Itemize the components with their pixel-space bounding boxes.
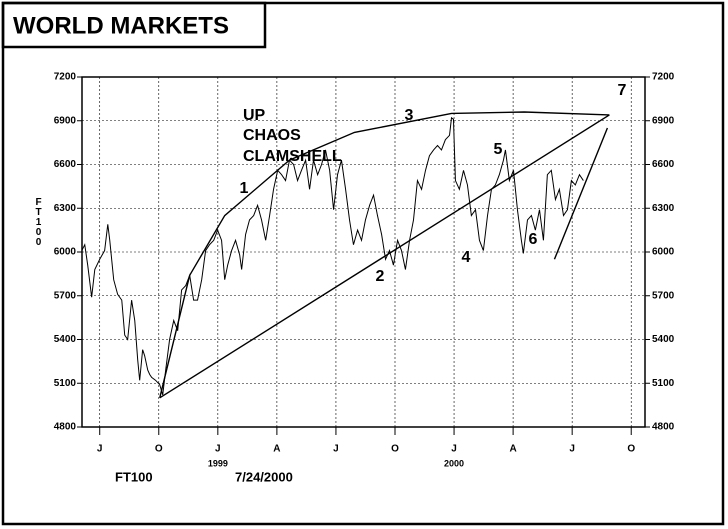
footer-date: 7/24/2000: [235, 469, 293, 484]
x-tick-label: J: [333, 444, 339, 455]
y-tick-label: 5100: [54, 378, 77, 389]
trend-line: [159, 111, 610, 398]
y2-tick-label: 5100: [652, 378, 675, 389]
x-tick-label: O: [155, 444, 163, 455]
annotation: CLAMSHELL: [243, 148, 342, 165]
annotation: 7: [618, 82, 627, 99]
y2-tick-label: 6300: [652, 203, 675, 214]
y2-tick-label: 5700: [652, 290, 675, 301]
y2-tick-label: 6600: [652, 159, 675, 170]
y2-tick-label: 6000: [652, 247, 675, 258]
trend-line: [553, 127, 609, 260]
x-tick-label: J: [97, 444, 103, 455]
year-label: 1999: [208, 458, 228, 468]
x-tick-label: J: [569, 444, 575, 455]
annotation: 4: [462, 249, 471, 266]
y2-tick-label: 4800: [652, 422, 675, 433]
trend-line: [159, 114, 610, 399]
chart-title: WORLD MARKETS: [13, 12, 229, 39]
price-line: [81, 116, 584, 396]
y-tick-label: 4800: [54, 422, 77, 433]
x-tick-label: J: [215, 444, 221, 455]
y-tick-label: 5400: [54, 334, 77, 345]
x-tick-label: O: [391, 444, 399, 455]
annotation: 1: [240, 180, 249, 197]
y2-tick-label: 5400: [652, 334, 675, 345]
y2-tick-label: 7200: [652, 72, 675, 83]
title-box: [1, 1, 267, 49]
annotation: UP: [243, 107, 266, 124]
annotation: CHAOS: [243, 127, 301, 144]
x-tick-label: O: [627, 444, 635, 455]
annotation: 3: [405, 107, 414, 124]
footer-label: FT100: [115, 469, 153, 484]
annotation: 6: [529, 231, 538, 248]
year-label: 2000: [444, 458, 464, 468]
annotation: 2: [376, 268, 385, 285]
y-tick-label: 6900: [54, 115, 77, 126]
y2-tick-label: 6900: [652, 115, 675, 126]
x-tick-label: A: [509, 444, 516, 455]
annotation: 5: [494, 141, 503, 158]
x-tick-label: A: [273, 444, 280, 455]
y-tick-label: 7200: [54, 72, 77, 83]
x-tick-label: J: [451, 444, 457, 455]
y-tick-label: 6000: [54, 247, 77, 258]
y-tick-label: 6600: [54, 159, 77, 170]
y-axis-label: FT100: [33, 197, 44, 247]
y-tick-label: 6300: [54, 203, 77, 214]
y-tick-label: 5700: [54, 290, 77, 301]
